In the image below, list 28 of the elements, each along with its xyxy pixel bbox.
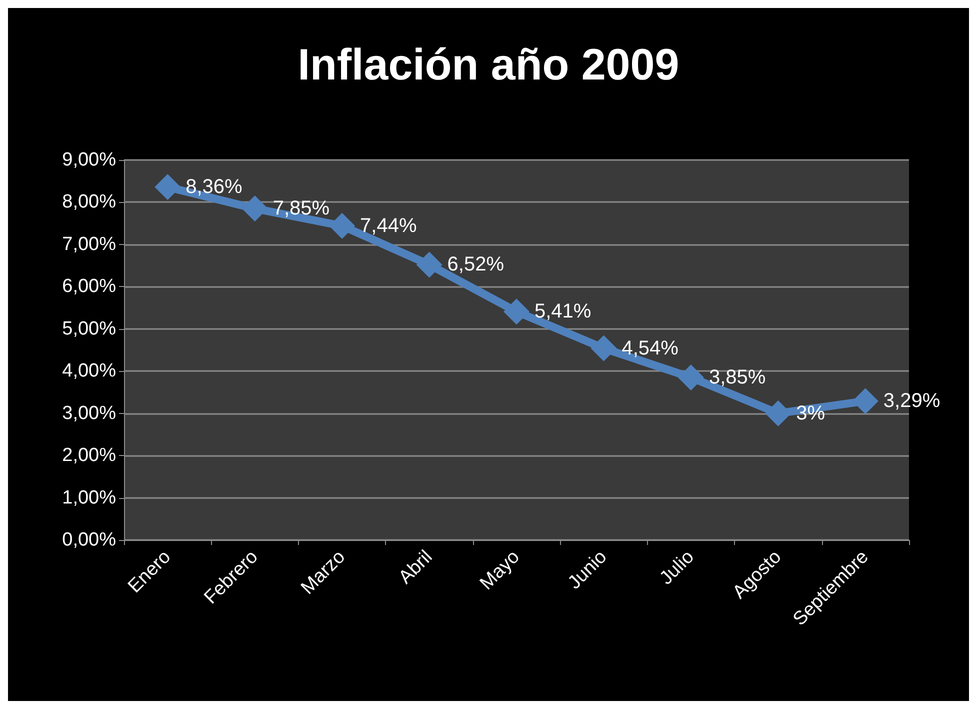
y-tick-label: 3,00% bbox=[62, 402, 116, 424]
y-tick-label: 6,00% bbox=[62, 276, 116, 298]
y-tick-label: 9,00% bbox=[62, 150, 116, 170]
y-tick-label: 1,00% bbox=[62, 487, 116, 508]
point bbox=[678, 364, 704, 390]
y-tick-label: 7,00% bbox=[62, 234, 116, 255]
point bbox=[329, 212, 356, 239]
point bbox=[590, 335, 617, 362]
point bbox=[242, 196, 268, 222]
data-label: 3% bbox=[796, 402, 826, 424]
x-tick-label: Julio bbox=[656, 546, 698, 590]
data-label: 6,52% bbox=[447, 254, 504, 276]
y-tick-label: 8,00% bbox=[62, 192, 116, 213]
y-tick-label: 2,00% bbox=[62, 445, 116, 466]
point bbox=[416, 252, 442, 278]
y-tick-label: 0,00% bbox=[62, 530, 116, 550]
data-label: 3,29% bbox=[883, 390, 940, 412]
data-label: 4,54% bbox=[622, 337, 679, 360]
chart-title: Inflación año 2009 bbox=[298, 40, 680, 90]
y-tick-label: 4,00% bbox=[62, 360, 116, 382]
data-label: 5,41% bbox=[534, 300, 592, 323]
data-label: 3,85% bbox=[708, 366, 766, 388]
data-label: 7,44% bbox=[360, 214, 417, 237]
data-label: 8,36% bbox=[186, 176, 243, 198]
y-tick-label: 5,00% bbox=[62, 318, 116, 340]
point bbox=[154, 174, 181, 200]
point bbox=[504, 298, 530, 325]
data-label: 7,85% bbox=[272, 198, 330, 220]
